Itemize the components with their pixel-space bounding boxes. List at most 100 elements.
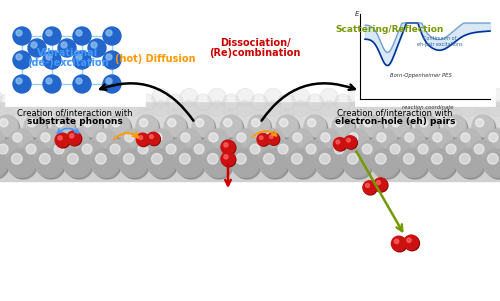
Circle shape	[28, 119, 36, 127]
Circle shape	[265, 101, 281, 116]
Circle shape	[485, 151, 500, 179]
Circle shape	[235, 131, 259, 155]
Circle shape	[427, 149, 455, 177]
Circle shape	[192, 115, 214, 137]
Circle shape	[349, 101, 365, 116]
Circle shape	[0, 140, 20, 166]
Text: E: E	[355, 11, 359, 17]
Circle shape	[460, 154, 470, 164]
Circle shape	[67, 131, 91, 155]
Circle shape	[376, 154, 386, 164]
Circle shape	[56, 119, 64, 127]
Circle shape	[377, 101, 393, 116]
Circle shape	[108, 115, 130, 137]
Circle shape	[91, 149, 119, 177]
Circle shape	[106, 140, 132, 166]
Circle shape	[80, 115, 102, 137]
Circle shape	[26, 94, 44, 111]
Circle shape	[263, 131, 287, 155]
Circle shape	[485, 129, 500, 153]
Circle shape	[250, 94, 268, 111]
Circle shape	[106, 30, 112, 36]
Circle shape	[457, 129, 481, 153]
Circle shape	[315, 149, 343, 177]
Circle shape	[121, 151, 149, 179]
Circle shape	[401, 129, 425, 153]
FancyArrowPatch shape	[58, 129, 78, 133]
Circle shape	[70, 134, 74, 138]
Circle shape	[112, 109, 126, 123]
Circle shape	[35, 149, 63, 177]
Circle shape	[376, 88, 394, 107]
Circle shape	[12, 88, 30, 107]
Circle shape	[444, 142, 470, 168]
Circle shape	[180, 88, 198, 107]
Circle shape	[392, 236, 406, 251]
Circle shape	[330, 140, 356, 166]
Circle shape	[278, 94, 295, 111]
Circle shape	[392, 237, 407, 252]
Circle shape	[7, 149, 35, 177]
Circle shape	[208, 88, 226, 107]
Circle shape	[407, 238, 411, 242]
Circle shape	[13, 75, 31, 93]
Circle shape	[420, 109, 434, 123]
Circle shape	[196, 109, 210, 123]
Circle shape	[375, 131, 399, 155]
Circle shape	[360, 115, 382, 137]
Circle shape	[43, 75, 61, 93]
Circle shape	[137, 134, 149, 147]
Circle shape	[46, 78, 52, 84]
Circle shape	[41, 133, 50, 142]
Circle shape	[392, 119, 400, 127]
Circle shape	[0, 88, 2, 107]
Circle shape	[106, 54, 112, 60]
Circle shape	[209, 101, 225, 116]
Circle shape	[302, 140, 328, 166]
Circle shape	[164, 142, 190, 168]
Circle shape	[46, 30, 52, 36]
Circle shape	[123, 131, 147, 155]
Circle shape	[366, 184, 370, 188]
Circle shape	[13, 101, 29, 116]
Text: reaction coordinate: reaction coordinate	[402, 105, 453, 110]
Circle shape	[96, 88, 114, 107]
Circle shape	[80, 142, 106, 168]
Circle shape	[56, 134, 70, 148]
Circle shape	[280, 109, 294, 123]
Circle shape	[0, 94, 16, 111]
Circle shape	[84, 119, 92, 127]
Text: Born-Oppenheimer PES: Born-Oppenheimer PES	[390, 73, 452, 78]
Circle shape	[306, 144, 316, 154]
Circle shape	[108, 142, 134, 168]
Circle shape	[276, 115, 298, 137]
Circle shape	[0, 101, 1, 116]
Circle shape	[151, 131, 175, 155]
Circle shape	[289, 129, 313, 153]
Circle shape	[371, 149, 399, 177]
Circle shape	[346, 138, 350, 142]
Circle shape	[336, 140, 340, 144]
Circle shape	[0, 115, 18, 137]
Circle shape	[88, 39, 106, 57]
Circle shape	[54, 94, 72, 111]
Circle shape	[260, 136, 263, 139]
Circle shape	[52, 115, 74, 137]
Circle shape	[205, 151, 233, 179]
Circle shape	[334, 94, 351, 111]
Circle shape	[56, 109, 70, 123]
Circle shape	[138, 94, 156, 111]
Circle shape	[147, 132, 160, 145]
Circle shape	[181, 101, 197, 116]
Circle shape	[134, 140, 160, 166]
Circle shape	[16, 78, 22, 84]
Circle shape	[168, 109, 182, 123]
Circle shape	[364, 109, 378, 123]
Circle shape	[306, 117, 328, 138]
Circle shape	[110, 144, 120, 154]
Circle shape	[220, 142, 246, 168]
Circle shape	[317, 129, 341, 153]
Circle shape	[429, 129, 453, 153]
Circle shape	[222, 141, 236, 155]
Circle shape	[222, 94, 240, 111]
